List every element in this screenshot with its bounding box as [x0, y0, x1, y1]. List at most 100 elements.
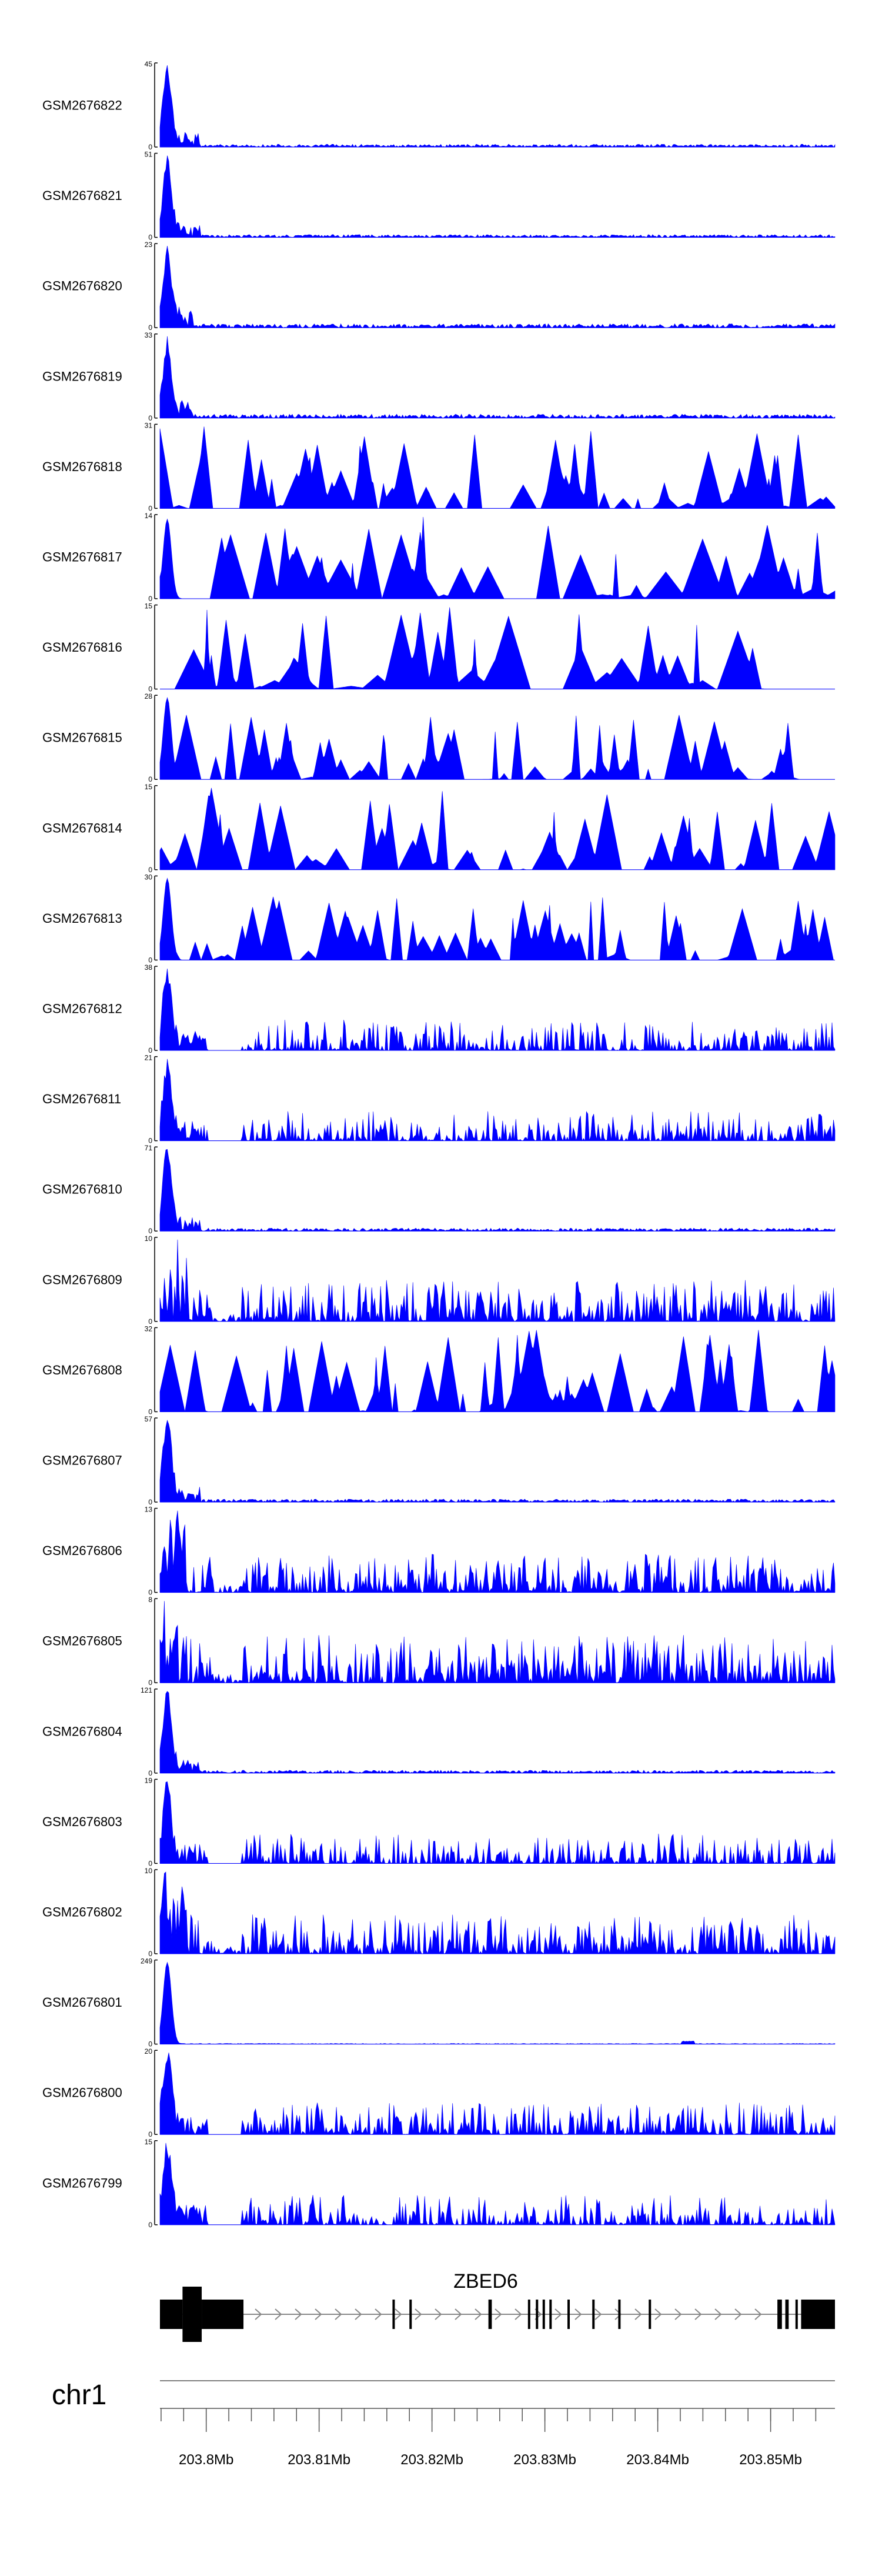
strand-arrow: [734, 2308, 742, 2320]
exon: [777, 2300, 782, 2329]
y-axis-zero-label: 0: [148, 1407, 152, 1416]
coverage-track: GSM2676812 38 0: [42, 963, 836, 1055]
y-axis-zero-label: 0: [148, 1859, 152, 1867]
coverage-track: GSM2676813 30 0: [42, 873, 835, 964]
strand-arrow: [514, 2308, 522, 2320]
exon: [536, 2300, 539, 2329]
y-axis-max-label: 15: [145, 2138, 153, 2146]
y-axis-max-label: 32: [145, 1324, 153, 1333]
strand-arrow: [455, 2308, 462, 2320]
y-axis-max-label: 23: [145, 241, 153, 249]
gene-name-label: ZBED6: [453, 2270, 518, 2293]
track-label: GSM2676809: [42, 1272, 122, 1287]
coverage-track: GSM2676818 31 0: [42, 421, 836, 512]
y-axis-zero-label: 0: [148, 1498, 152, 1506]
strand-arrow: [554, 2308, 562, 2320]
tick-label: 203.83Mb: [513, 2452, 576, 2468]
strand-arrow: [435, 2308, 442, 2320]
exon: [618, 2300, 621, 2329]
exon: [527, 2300, 530, 2329]
exon: [795, 2300, 798, 2329]
strand-arrow: [475, 2308, 482, 2320]
exon: [549, 2300, 552, 2329]
track-label: GSM2676812: [42, 1002, 122, 1016]
y-axis-zero-label: 0: [148, 1227, 152, 1235]
exon: [567, 2300, 570, 2329]
coverage-track: GSM2676817 14 0: [42, 512, 836, 603]
y-axis-max-label: 30: [145, 873, 153, 881]
coverage-track: GSM2676802 10 0: [42, 1867, 836, 1958]
strand-arrow: [395, 2308, 402, 2320]
y-axis-zero-label: 0: [148, 233, 152, 242]
strand-arrow: [614, 2308, 622, 2320]
exon: [785, 2300, 789, 2329]
track-label: GSM2676806: [42, 1543, 122, 1558]
genome-axis: chr1 203.8Mb 203.81Mb 203.82Mb 203.83Mb 203.…: [52, 2380, 835, 2468]
y-axis-zero-label: 0: [148, 1950, 152, 1958]
coverage-track: GSM2676821 51 0: [42, 151, 836, 242]
y-axis-zero-label: 0: [148, 956, 152, 964]
track-label: GSM2676820: [42, 279, 122, 293]
coverage-area: [159, 1691, 836, 1774]
coverage-area: [159, 1059, 836, 1142]
coverage-area: [159, 2143, 836, 2225]
y-axis-max-label: 121: [141, 1686, 152, 1694]
coverage-area: [160, 607, 835, 689]
y-axis-zero-label: 0: [148, 2040, 152, 2048]
y-axis-max-label: 13: [145, 1506, 153, 1514]
strand-arrow: [754, 2308, 762, 2320]
tick-label: 203.84Mb: [626, 2452, 689, 2468]
coverage-tracks: GSM2676822450GSM2676821510GSM2676820230G…: [42, 60, 836, 2229]
y-axis-max-label: 38: [145, 963, 153, 972]
strand-arrow: [355, 2308, 362, 2320]
track-label: GSM2676816: [42, 640, 122, 655]
track-label: GSM2676807: [42, 1453, 122, 1468]
track-label: GSM2676814: [42, 820, 122, 835]
coverage-track: GSM2676822 45 0: [42, 60, 836, 151]
y-axis-zero-label: 0: [148, 775, 152, 783]
coverage-area: [159, 1510, 836, 1593]
coverage-area: [159, 336, 836, 419]
y-axis-max-label: 57: [145, 1415, 153, 1423]
coverage-area: [159, 1601, 836, 1684]
y-axis-zero-label: 0: [148, 1046, 152, 1055]
strand-arrow: [654, 2308, 662, 2320]
y-axis-zero-label: 0: [148, 685, 152, 693]
y-axis-max-label: 15: [145, 783, 153, 791]
coverage-area: [159, 968, 836, 1052]
y-axis-max-label: 249: [141, 1957, 152, 1966]
strand-arrow: [415, 2308, 422, 2320]
strand-arrow: [694, 2308, 702, 2320]
y-axis-max-label: 19: [145, 1776, 153, 1784]
y-axis-zero-label: 0: [148, 1769, 152, 1777]
coverage-track: GSM2676804 121 0: [42, 1686, 836, 1777]
exon: [182, 2287, 202, 2342]
y-axis-max-label: 45: [145, 60, 153, 68]
y-axis-zero-label: 0: [148, 866, 152, 874]
tick-label: 203.8Mb: [179, 2452, 233, 2468]
exon: [542, 2300, 545, 2329]
coverage-area: [159, 1419, 836, 1503]
y-axis-zero-label: 0: [148, 2130, 152, 2138]
tick-label: 203.82Mb: [400, 2452, 463, 2468]
track-label: GSM2676819: [42, 369, 122, 383]
y-axis-zero-label: 0: [148, 414, 152, 422]
coverage-area: [159, 877, 835, 961]
strand-arrow: [594, 2308, 602, 2320]
tick-label: 203.85Mb: [739, 2452, 802, 2468]
y-axis-max-label: 14: [145, 512, 153, 520]
track-label: GSM2676808: [42, 1363, 122, 1377]
strand-arrow: [495, 2308, 502, 2320]
coverage-area: [159, 1871, 836, 1955]
exon: [592, 2300, 595, 2329]
coverage-area: [159, 155, 836, 238]
y-axis-zero-label: 0: [148, 143, 152, 151]
y-axis-max-label: 10: [145, 1867, 153, 1875]
y-axis-zero-label: 0: [148, 1317, 152, 1326]
coverage-track: GSM2676810 71 0: [42, 1144, 836, 1235]
y-axis-max-label: 21: [145, 1054, 153, 1062]
y-axis-zero-label: 0: [148, 323, 152, 332]
coverage-area: [159, 1781, 836, 1864]
y-axis-zero-label: 0: [148, 1679, 152, 1687]
